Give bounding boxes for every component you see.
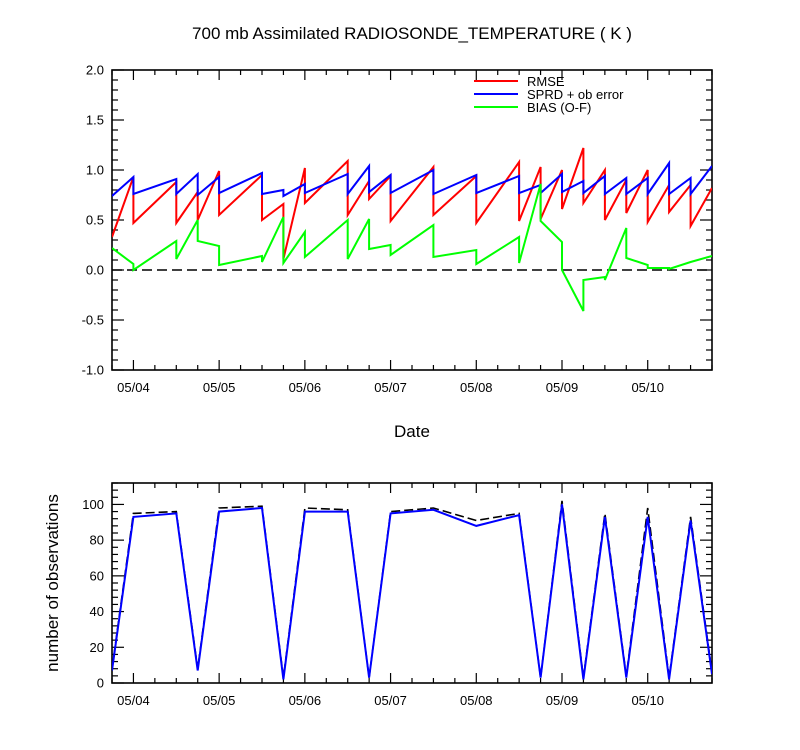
x-tick-label: 05/07 (374, 380, 407, 395)
y-tick-label: 0 (97, 676, 104, 691)
x-tick-label: 05/07 (374, 693, 407, 708)
y-tick-label: 100 (82, 497, 104, 512)
x-axis-label: Date (394, 422, 430, 441)
y-tick-label: -0.5 (82, 313, 104, 328)
series-line-possible (112, 500, 712, 678)
chart-title: 700 mb Assimilated RADIOSONDE_TEMPERATUR… (192, 24, 632, 43)
x-tick-label: 05/08 (460, 693, 493, 708)
y-tick-label: 80 (90, 533, 104, 548)
x-tick-label: 05/06 (289, 693, 322, 708)
legend-label: BIAS (O-F) (527, 100, 591, 115)
y-tick-label: 0.0 (86, 263, 104, 278)
y-tick-label: 0.5 (86, 213, 104, 228)
x-tick-label: 05/04 (117, 693, 150, 708)
y-tick-label: 1.5 (86, 113, 104, 128)
legend-label: SPRD + ob error (527, 87, 624, 102)
series-line-bias-o-f (112, 183, 712, 312)
bottom-panel: 05/04 05/05 05/06 05/07 05/08 05/09 05/10 100 80… (43, 482, 713, 708)
x-tick-label: 05/05 (203, 693, 236, 708)
y-tick-label: 60 (90, 568, 104, 583)
series-line-assimilated (112, 504, 712, 680)
x-tick-label: 05/04 (117, 380, 150, 395)
y-tick-label: 1.0 (86, 163, 104, 178)
x-tick-label: 05/10 (631, 380, 664, 395)
plot-frame (111, 482, 713, 684)
x-tick-label: 05/10 (631, 693, 664, 708)
y-tick-label: 20 (90, 640, 104, 655)
x-tick-label: 05/09 (546, 693, 579, 708)
legend-label: RMSE (527, 74, 565, 89)
x-tick-label: 05/08 (460, 380, 493, 395)
plot-frame (111, 69, 713, 371)
top-panel: 05/04 05/05 05/06 05/07 05/08 05/09 05/10 2.0 1.… (82, 24, 713, 441)
x-tick-label: 05/06 (289, 380, 322, 395)
y-tick-label: 2.0 (86, 63, 104, 78)
x-tick-label: 05/05 (203, 380, 236, 395)
series-line-sprd-ob-error (112, 159, 712, 198)
x-tick-label: 05/09 (546, 380, 579, 395)
y-tick-label: -1.0 (82, 363, 104, 378)
y-tick-label: 40 (90, 604, 104, 619)
y-axis-label: number of observations (43, 494, 62, 672)
